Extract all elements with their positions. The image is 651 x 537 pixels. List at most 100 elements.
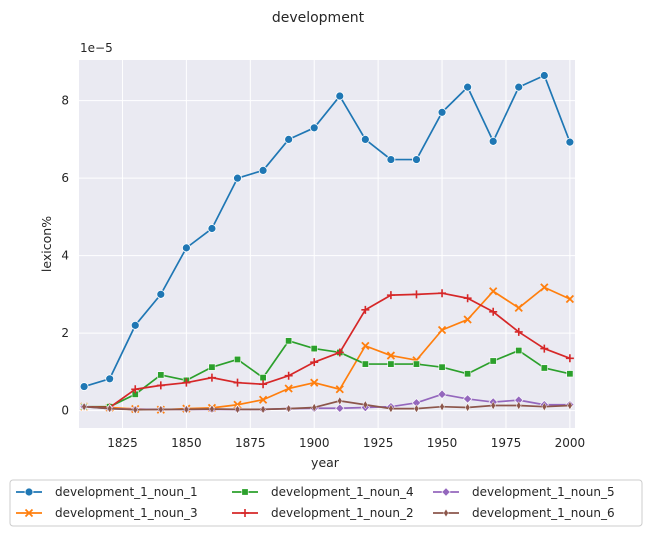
- data-point: [81, 402, 87, 412]
- data-point: [132, 405, 138, 415]
- legend-label: development_1_noun_3: [55, 506, 198, 520]
- data-point: [182, 378, 191, 387]
- data-point: [412, 290, 421, 299]
- data-point: [79, 382, 89, 391]
- series-line: [84, 339, 571, 408]
- data-point: [309, 123, 319, 133]
- plot-area: [79, 60, 575, 428]
- x-tick-label: 1900: [299, 436, 330, 450]
- series-layer: [79, 71, 575, 415]
- data-point: [464, 370, 472, 378]
- data-point: [209, 404, 215, 414]
- data-point: [438, 289, 447, 298]
- data-point: [463, 294, 472, 303]
- data-point: [259, 380, 268, 389]
- data-point: [515, 347, 523, 355]
- data-point: [361, 305, 370, 314]
- x-tick-label: 1925: [363, 436, 394, 450]
- data-point: [566, 370, 574, 378]
- x-tick-label: 1875: [235, 436, 266, 450]
- data-point: [437, 389, 447, 399]
- data-point: [130, 320, 140, 330]
- series-line: [83, 74, 571, 388]
- data-point: [335, 348, 344, 357]
- y-tick-label: 0: [61, 404, 69, 418]
- data-point: [258, 165, 268, 175]
- data-point: [183, 404, 190, 414]
- x-tick-label: 1975: [491, 436, 522, 450]
- series-development_1_noun_2: [80, 289, 574, 412]
- data-point: [540, 344, 549, 353]
- data-point: [565, 354, 574, 363]
- data-point: [565, 294, 575, 304]
- data-point: [540, 283, 549, 292]
- y-tick-label: 2: [61, 326, 69, 340]
- data-point: [310, 345, 318, 353]
- legend-item: development_1_noun_3: [16, 506, 198, 520]
- legend-marker: [241, 488, 249, 496]
- data-point: [335, 385, 344, 394]
- data-point: [310, 378, 319, 387]
- legend-marker: [24, 508, 34, 518]
- data-point: [361, 341, 370, 351]
- data-point: [386, 351, 396, 360]
- data-point: [311, 402, 317, 412]
- data-point: [438, 363, 446, 371]
- y-tick-label: 8: [61, 94, 69, 108]
- data-point: [413, 404, 420, 414]
- data-point: [490, 401, 496, 411]
- legend-label: development_1_noun_1: [55, 485, 198, 499]
- data-point: [540, 364, 548, 372]
- data-point: [259, 374, 267, 382]
- legend-box: [9, 479, 643, 527]
- data-point: [285, 337, 293, 345]
- data-point: [412, 155, 421, 164]
- y-tick-label: 4: [61, 249, 69, 263]
- x-tick-label: 1850: [171, 436, 202, 450]
- data-point: [463, 315, 472, 324]
- data-point: [437, 325, 447, 335]
- data-point: [106, 404, 113, 414]
- x-tick-label: 2000: [555, 436, 586, 450]
- legend-label: development_1_noun_2: [271, 506, 414, 520]
- legend-marker: [241, 509, 249, 517]
- data-point: [565, 137, 575, 147]
- data-point: [337, 396, 343, 406]
- legend-item: development_1_noun_1: [16, 485, 198, 499]
- data-point: [233, 173, 242, 183]
- data-point: [156, 289, 166, 299]
- gridlines: [79, 60, 575, 428]
- data-point: [516, 401, 522, 411]
- data-point: [463, 82, 473, 92]
- x-tick-label: 1950: [427, 436, 458, 450]
- data-point: [234, 404, 241, 414]
- data-point: [386, 155, 396, 164]
- data-point: [234, 355, 242, 363]
- data-point: [489, 287, 498, 296]
- data-point: [207, 373, 216, 382]
- y-axis-label: lexicon%: [39, 216, 54, 272]
- legend-marker: [441, 487, 451, 497]
- data-point: [488, 136, 498, 146]
- data-point: [514, 327, 523, 336]
- legend-item: development_1_noun_6: [433, 506, 615, 520]
- legend-item: development_1_noun_5: [433, 485, 615, 499]
- data-point: [158, 404, 164, 414]
- data-point: [362, 400, 369, 410]
- data-point: [284, 371, 293, 380]
- y-tick-label: 6: [61, 171, 69, 185]
- legend-marker: [24, 487, 34, 497]
- data-point: [284, 135, 294, 144]
- data-point: [335, 91, 345, 101]
- legend-label: development_1_noun_6: [472, 506, 615, 520]
- data-point: [284, 384, 293, 393]
- data-point: [208, 363, 216, 371]
- data-point: [439, 402, 445, 412]
- data-point: [388, 404, 394, 414]
- data-point: [233, 400, 242, 409]
- data-point: [437, 107, 447, 117]
- legend-marker: [443, 508, 449, 518]
- data-point: [207, 224, 217, 233]
- axes: 1825 1850 1875 1900 1925 1950 1975 2000 0 2 4 6 8: [61, 94, 585, 450]
- chart-title: development: [272, 10, 365, 26]
